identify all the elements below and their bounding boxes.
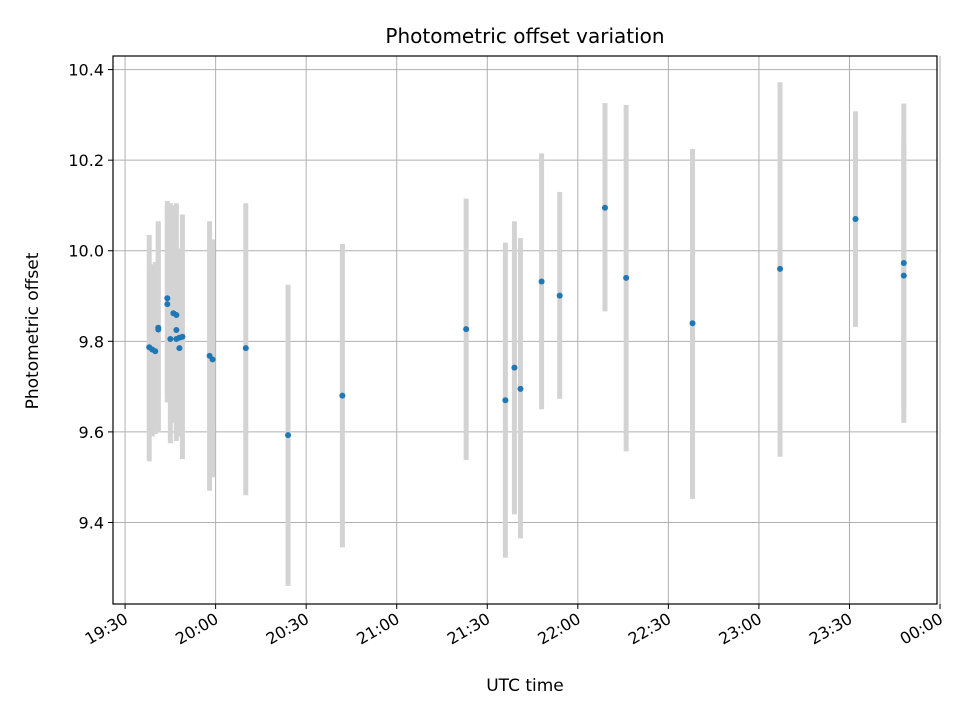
data-point bbox=[167, 336, 174, 343]
data-point bbox=[502, 397, 509, 404]
y-tick-label: 10.4 bbox=[68, 61, 104, 80]
y-tick-label: 10.0 bbox=[68, 242, 104, 261]
chart-title: Photometric offset variation bbox=[385, 24, 664, 48]
data-point bbox=[209, 356, 216, 363]
plot-frame bbox=[112, 55, 938, 605]
data-point bbox=[852, 216, 859, 223]
data-point bbox=[173, 312, 180, 319]
data-point bbox=[538, 278, 545, 285]
data-point bbox=[285, 432, 292, 439]
y-axis-ticks: 9.4 9.6 9.8 10.0 10.2 10.4 bbox=[68, 61, 113, 532]
y-tick-label: 9.8 bbox=[79, 332, 104, 351]
y-tick-label: 9.4 bbox=[79, 513, 104, 532]
y-tick-label: 9.6 bbox=[79, 423, 104, 442]
y-tick-label: 10.2 bbox=[68, 151, 104, 170]
data-point bbox=[601, 204, 608, 211]
data-point bbox=[164, 301, 171, 308]
grid bbox=[113, 56, 941, 604]
data-point bbox=[152, 348, 159, 355]
data-point bbox=[517, 385, 524, 392]
data-point bbox=[176, 345, 183, 352]
x-axis-title: UTC time bbox=[486, 676, 564, 696]
data-point bbox=[242, 345, 249, 352]
data-point bbox=[463, 326, 470, 333]
data-point bbox=[623, 274, 630, 281]
data-point bbox=[339, 392, 346, 399]
data-point bbox=[179, 333, 186, 340]
data-point bbox=[511, 364, 518, 371]
data-point bbox=[777, 265, 784, 272]
plot-area bbox=[113, 56, 937, 604]
data-point bbox=[155, 326, 162, 333]
data-points bbox=[146, 204, 907, 439]
data-point bbox=[900, 259, 907, 266]
y-axis-title: Photometric offset bbox=[23, 252, 43, 409]
data-point bbox=[689, 320, 696, 327]
data-point bbox=[164, 295, 171, 302]
data-point bbox=[173, 327, 180, 333]
data-point bbox=[900, 272, 907, 279]
data-point bbox=[556, 292, 563, 299]
